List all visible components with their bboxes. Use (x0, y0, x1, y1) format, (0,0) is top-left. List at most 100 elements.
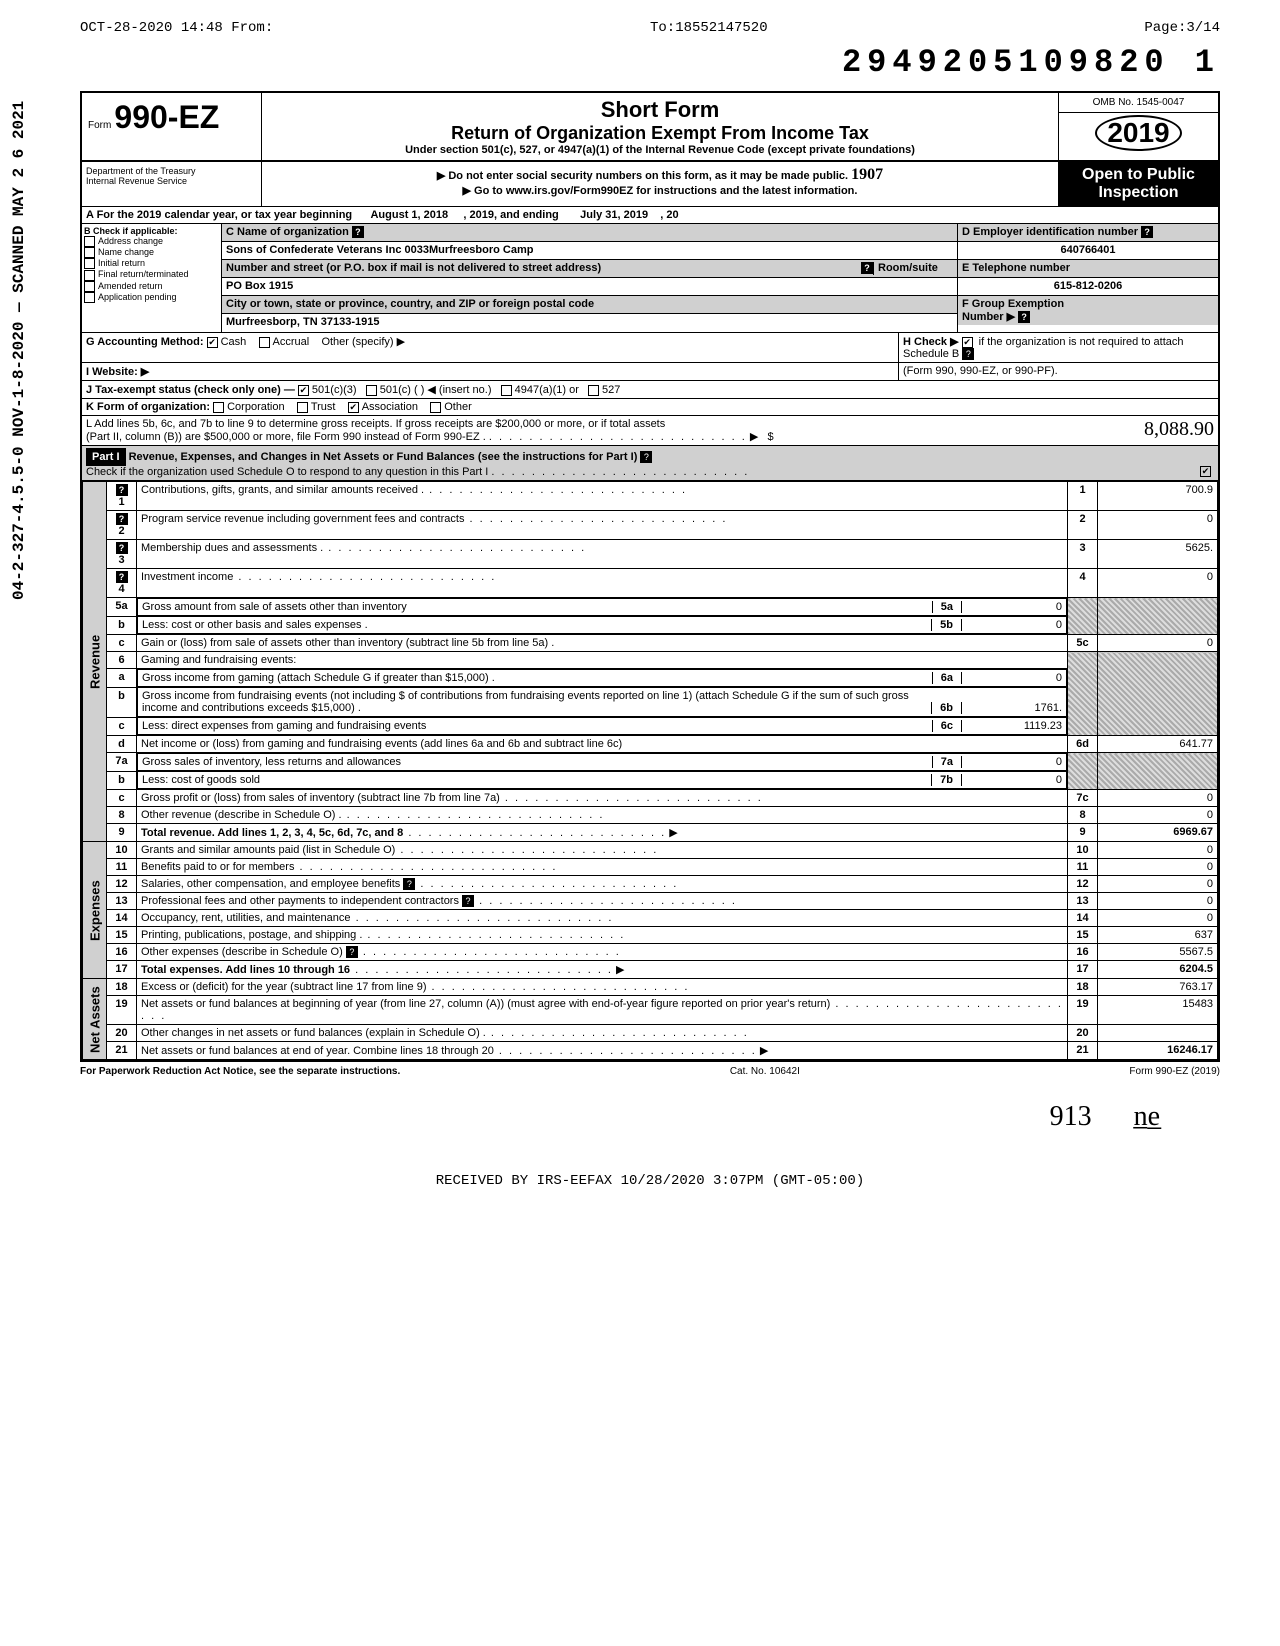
line18-text: Excess or (deficit) for the year (subtra… (137, 979, 1068, 996)
form-id: 990-EZ (114, 99, 219, 135)
line19-text: Net assets or fund balances at beginning… (137, 996, 1068, 1025)
line2-amount: 0 (1098, 511, 1218, 540)
fax-to: To:18552147520 (650, 20, 768, 36)
city-label: City or town, state or province, country… (222, 296, 957, 314)
help-icon[interactable]: ? (116, 571, 128, 583)
line2-text: Program service revenue including govern… (137, 511, 1068, 540)
section-k-label: K Form of organization: (86, 401, 210, 413)
cb-corporation[interactable] (213, 402, 224, 413)
city-value: Murfreesborp, TN 37133-1915 (222, 314, 957, 332)
cb-schedule-b[interactable]: ✔ (962, 337, 973, 348)
line10-amount: 0 (1098, 842, 1218, 859)
omb-number: OMB No. 1545-0047 (1059, 93, 1218, 113)
line6d-text: Net income or (loss) from gaming and fun… (137, 736, 1068, 753)
cb-trust[interactable] (297, 402, 308, 413)
year-end: July 31, 2019 (580, 209, 648, 221)
help-icon[interactable]: ? (403, 878, 415, 890)
part1-check-text: Check if the organization used Schedule … (86, 466, 488, 478)
line6a-amount: 0 (962, 672, 1062, 684)
form-footer: For Paperwork Reduction Act Notice, see … (80, 1062, 1220, 1081)
line8-amount: 0 (1098, 807, 1218, 824)
received-stamp: RECEIVED BY IRS-EEFAX 10/28/2020 3:07PM … (80, 1173, 1220, 1189)
cb-amended-return[interactable]: Amended return (84, 281, 219, 292)
line13-text: Professional fees and other payments to … (137, 893, 1068, 910)
section-a-label: A For the 2019 calendar year, or tax yea… (86, 209, 352, 221)
line17-amount: 6204.5 (1098, 961, 1218, 979)
cb-initial-return[interactable]: Initial return (84, 258, 219, 269)
line4-text: Investment income (137, 569, 1068, 598)
cb-4947[interactable] (501, 385, 512, 396)
cb-schedule-o-part1[interactable]: ✔ (1200, 466, 1211, 477)
help-icon[interactable]: ? (1018, 311, 1030, 323)
line7b-amount: 0 (962, 774, 1062, 786)
cat-no: Cat. No. 10642I (730, 1066, 800, 1077)
line7c-amount: 0 (1098, 790, 1218, 807)
line5a-text: Gross amount from sale of assets other t… (142, 601, 932, 613)
irs-label: Internal Revenue Service (86, 176, 257, 186)
cb-501c[interactable] (366, 385, 377, 396)
line6b-amount: 1761. (962, 702, 1062, 714)
cb-association[interactable]: ✔ (348, 402, 359, 413)
dept-treasury: Department of the Treasury (86, 166, 257, 176)
line20-amount (1098, 1025, 1218, 1042)
line6b-text: Gross income from fundraising events (no… (142, 690, 931, 714)
line1-text: Contributions, gifts, grants, and simila… (137, 482, 1068, 511)
line6c-text: Less: direct expenses from gaming and fu… (142, 720, 932, 732)
org-name: Sons of Confederate Veterans Inc 0033Mur… (222, 242, 957, 260)
line5a-amount: 0 (962, 601, 1062, 613)
line6c-amount: 1119.23 (962, 720, 1062, 732)
line16-text: Other expenses (describe in Schedule O) … (137, 944, 1068, 961)
phone-value: 615-812-0206 (958, 278, 1218, 296)
cb-527[interactable] (588, 385, 599, 396)
fax-page: Page:3/14 (1144, 20, 1220, 36)
help-icon[interactable]: ? (352, 226, 364, 238)
cb-501c3[interactable]: ✔ (298, 385, 309, 396)
open-public-label: Open to Public (1063, 166, 1214, 184)
main-title: Return of Organization Exempt From Incom… (266, 123, 1054, 144)
help-icon[interactable]: ? (962, 348, 974, 360)
cb-address-change[interactable]: Address change (84, 236, 219, 247)
help-icon[interactable]: ? (116, 542, 128, 554)
ein-value: 640766401 (958, 242, 1218, 260)
year-end2: , 20 (660, 209, 678, 221)
help-icon[interactable]: ? (861, 262, 873, 274)
document-locator-number: 2949205109820 1 (80, 44, 1220, 81)
help-icon[interactable]: ? (462, 895, 474, 907)
section-l-text: L Add lines 5b, 6c, and 7b to line 9 to … (86, 418, 1074, 430)
form-990ez: Form 990-EZ Short Form Return of Organiz… (80, 91, 1220, 1062)
short-form-heading: Short Form (266, 97, 1054, 123)
help-icon[interactable]: ? (1141, 226, 1153, 238)
line7a-amount: 0 (962, 756, 1062, 768)
cb-cash[interactable]: ✔ (207, 337, 218, 348)
line15-amount: 637 (1098, 927, 1218, 944)
line14-amount: 0 (1098, 910, 1218, 927)
line8-text: Other revenue (describe in Schedule O) . (137, 807, 1068, 824)
section-i-label: I Website: ▶ (86, 366, 149, 378)
line12-amount: 0 (1098, 876, 1218, 893)
cb-application-pending[interactable]: Application pending (84, 292, 219, 303)
help-icon[interactable]: ? (346, 946, 358, 958)
cb-final-return[interactable]: Final return/terminated (84, 269, 219, 280)
line19-amount: 15483 (1098, 996, 1218, 1025)
line3-amount: 5625. (1098, 540, 1218, 569)
section-b-heading: B Check if applicable: (84, 226, 219, 236)
help-icon[interactable]: ? (116, 484, 128, 496)
help-icon[interactable]: ? (640, 451, 652, 463)
cb-name-change[interactable]: Name change (84, 247, 219, 258)
form-ref: Form 990-EZ (2019) (1129, 1066, 1220, 1077)
line9-text: Total revenue. Add lines 1, 2, 3, 4, 5c,… (137, 824, 1068, 842)
addr-label: Number and street (or P.O. box if mail i… (226, 262, 861, 275)
cb-other-org[interactable] (430, 402, 441, 413)
cb-accrual[interactable] (259, 337, 270, 348)
section-h-label: H Check ▶ (903, 336, 959, 348)
line5c-amount: 0 (1098, 635, 1218, 652)
help-icon[interactable]: ? (116, 513, 128, 525)
goto-url: ▶ Go to www.irs.gov/Form990EZ for instru… (266, 184, 1054, 197)
line12-text: Salaries, other compensation, and employ… (137, 876, 1068, 893)
section-j-label: J Tax-exempt status (check only one) — (86, 384, 295, 396)
line18-amount: 763.17 (1098, 979, 1218, 996)
line21-text: Net assets or fund balances at end of ye… (137, 1042, 1068, 1060)
section-e-label: E Telephone number (958, 260, 1218, 278)
line21-amount: 16246.17 (1098, 1042, 1218, 1060)
tax-year: 2019 (1095, 115, 1181, 151)
